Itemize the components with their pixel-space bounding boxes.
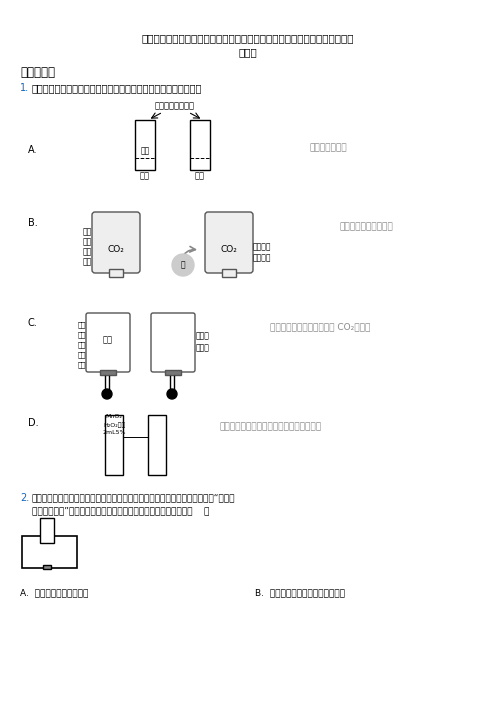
Bar [43, 565, 51, 569]
Bar [109, 269, 123, 277]
Bar [106, 415, 122, 437]
Bar [22, 536, 77, 568]
Circle shape [167, 389, 177, 399]
Text: 区别硬水和软水: 区别硬水和软水 [310, 143, 348, 152]
Text: 下列实验方案的设计中，没有正确体现对比这种科学思想的是（）: 下列实验方案的设计中，没有正确体现对比这种科学思想的是（） [32, 83, 202, 93]
Bar [136, 158, 154, 169]
Text: 比较空气与人体呼出气体中 CO₂的含量: 比较空气与人体呼出气体中 CO₂的含量 [270, 322, 371, 331]
Text: 相同: 相同 [77, 362, 86, 369]
Bar [165, 370, 181, 375]
Text: 紫色: 紫色 [83, 248, 92, 256]
Text: B.: B. [28, 218, 38, 228]
Text: 湿润紫色: 湿润紫色 [253, 253, 271, 263]
Text: H₂O₂溶液: H₂O₂溶液 [103, 422, 125, 428]
Text: 石蕊: 石蕊 [83, 237, 92, 246]
Text: MnO₂: MnO₂ [106, 414, 123, 420]
Text: B.  用二氧化锄粉末与双氧水制氧气: B. 用二氧化锄粉末与双氧水制氧气 [255, 588, 345, 597]
Text: D.: D. [28, 418, 39, 428]
Text: 人呼出: 人呼出 [196, 343, 210, 352]
Bar [24, 548, 75, 558]
Text: CO₂: CO₂ [221, 246, 238, 255]
Text: 滴数: 滴数 [77, 352, 86, 358]
Bar [149, 415, 165, 437]
Text: 一、选择题: 一、选择题 [20, 65, 55, 79]
Bar [222, 269, 236, 277]
Text: 硬水: 硬水 [140, 171, 150, 180]
Text: 解析）: 解析） [239, 47, 257, 57]
Bar [100, 370, 116, 375]
Text: （必考题）初中九年级化学上册第七单元《燃料及其利用》知识点总结（答案: （必考题）初中九年级化学上册第七单元《燃料及其利用》知识点总结（答案 [142, 33, 354, 43]
Bar [105, 415, 123, 475]
Text: A.  用锡粒与稀硫酸制氢气: A. 用锡粒与稀硫酸制氢气 [20, 588, 88, 597]
Text: 石蕊纸花: 石蕊纸花 [253, 242, 271, 251]
Text: 2mL5%: 2mL5% [102, 430, 126, 435]
Text: A.: A. [28, 145, 38, 155]
Text: 纸花: 纸花 [83, 227, 92, 237]
Bar [148, 415, 166, 475]
Bar [191, 158, 209, 169]
FancyBboxPatch shape [205, 212, 253, 273]
Circle shape [172, 254, 194, 276]
Text: 制，随关随停”的目的，下列气体的实验室制取宜使用该装置的是（    ）: 制，随关随停”的目的，下列气体的实验室制取宜使用该装置的是（ ） [32, 507, 209, 515]
Text: 的澄: 的澄 [77, 342, 86, 348]
Text: 水: 水 [181, 260, 186, 270]
Text: 的气体: 的气体 [196, 331, 210, 340]
Text: 2.: 2. [20, 493, 29, 503]
Bar [135, 120, 155, 170]
Text: 干燥: 干燥 [83, 258, 92, 267]
Text: 1.: 1. [20, 83, 29, 93]
Text: 灰水: 灰水 [77, 322, 86, 329]
FancyBboxPatch shape [92, 212, 140, 273]
Text: 探究二氧化碳与水反应: 探究二氧化碳与水反应 [340, 223, 394, 232]
Text: 清石: 清石 [77, 332, 86, 338]
Text: 加入等量的肥皂水: 加入等量的肥皂水 [155, 102, 195, 110]
Text: 软水: 软水 [195, 171, 205, 180]
Text: 学生设计实验时，用底部有小洞的试管制简易的气体发生器（如图），以达到“随开随: 学生设计实验时，用底部有小洞的试管制简易的气体发生器（如图），以达到“随开随 [32, 494, 236, 503]
Text: C.: C. [28, 318, 38, 328]
FancyBboxPatch shape [151, 313, 195, 372]
Text: 空气: 空气 [103, 336, 113, 345]
Circle shape [102, 389, 112, 399]
Bar [40, 518, 54, 543]
Text: 等量: 等量 [140, 146, 150, 155]
FancyBboxPatch shape [86, 313, 130, 372]
Bar [190, 120, 210, 170]
Text: CO₂: CO₂ [108, 246, 124, 255]
Text: 探究二氧化锄能否增加过氧化氢的分解速率: 探究二氧化锄能否增加过氧化氢的分解速率 [220, 423, 322, 432]
